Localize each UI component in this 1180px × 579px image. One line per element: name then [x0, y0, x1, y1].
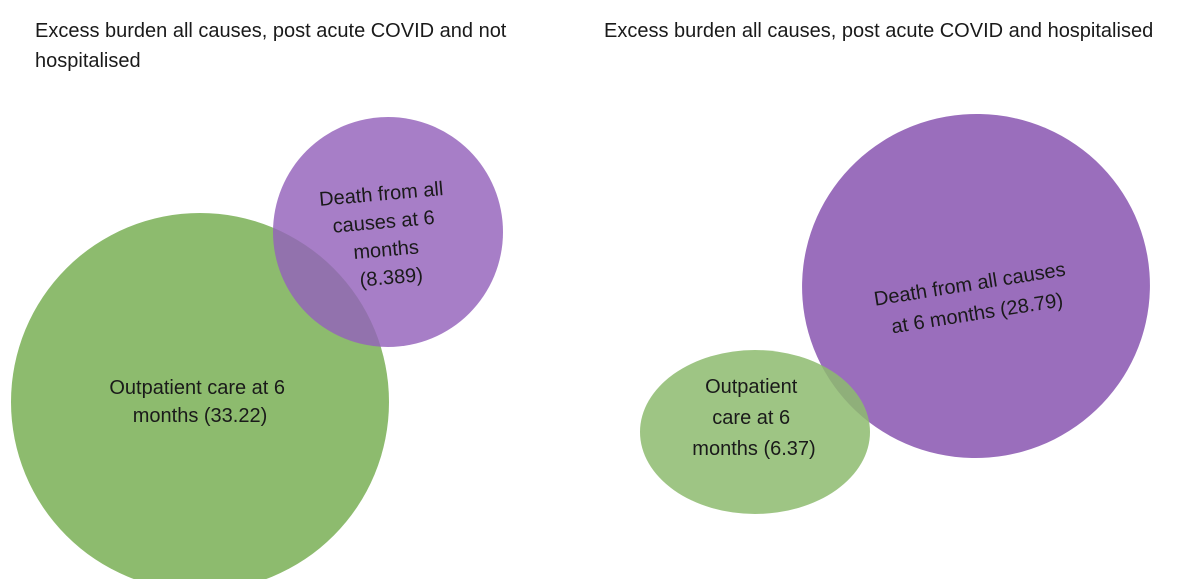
death-circle	[802, 113, 1150, 459]
death-circle	[273, 117, 503, 347]
label-line: Outpatient care at 6	[109, 377, 285, 399]
label-line: care at 6	[712, 407, 790, 429]
panel-title: Excess burden all causes, post acute COV…	[604, 20, 1153, 42]
outpatient-circle	[11, 213, 389, 579]
right-panel: Excess burden all causes, post acute COV…	[604, 20, 1153, 514]
outpatient-label: Outpatient care at 6 months (6.37)	[692, 376, 815, 460]
panel-title: hospitalised	[35, 50, 141, 72]
outpatient-label: Outpatient care at 6 months (33.22)	[109, 377, 290, 427]
label-line: months (6.37)	[692, 438, 815, 460]
left-panel: Excess burden all causes, post acute COV…	[11, 20, 507, 579]
panel-title: Excess burden all causes, post acute COV…	[35, 20, 507, 42]
label-line: Outpatient	[705, 376, 798, 398]
outpatient-circle	[640, 350, 870, 514]
label-line: months (33.22)	[133, 405, 268, 427]
